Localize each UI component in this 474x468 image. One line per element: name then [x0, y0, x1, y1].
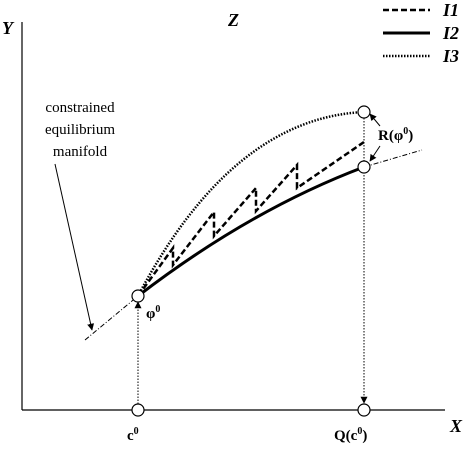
y-label: Y: [2, 18, 15, 38]
manifold-arrow: [54, 163, 95, 331]
x-label: X: [449, 416, 463, 436]
point: [357, 403, 371, 417]
legend-label: I3: [442, 46, 459, 66]
phi-label: φ0: [146, 304, 160, 322]
r-label: R(φ0): [378, 126, 413, 144]
label-part: 0: [155, 304, 160, 315]
r-arrow: [369, 113, 381, 127]
point: [357, 160, 371, 174]
manifold-label: equilibrium: [45, 122, 115, 138]
manifold-label: manifold: [53, 144, 108, 160]
point: [357, 105, 371, 119]
r-arrow: [369, 145, 381, 162]
manifold-label: constrained: [45, 100, 115, 116]
q-label: Q(c0): [334, 426, 367, 444]
legend-label: I1: [442, 0, 459, 20]
label-part: ): [362, 428, 367, 444]
label-part: 0: [403, 126, 408, 137]
manifold-line: [84, 295, 139, 341]
point: [131, 289, 145, 303]
legend-label: I2: [442, 23, 459, 43]
label-part: φ: [146, 306, 155, 322]
label-part: R(φ: [378, 128, 403, 144]
curve-i2: [137, 165, 365, 298]
curve-i1: [136, 140, 365, 297]
z-label: Z: [227, 10, 239, 30]
manifold-line: [363, 149, 423, 168]
label-part: 0: [357, 426, 362, 437]
label-part: c: [127, 428, 134, 444]
point: [131, 403, 145, 417]
label-part: Q(c: [334, 428, 358, 444]
curve-i3: [136, 110, 365, 297]
label-part: 0: [134, 426, 139, 437]
label-part: ): [408, 128, 413, 144]
c-label: c0: [127, 426, 139, 444]
